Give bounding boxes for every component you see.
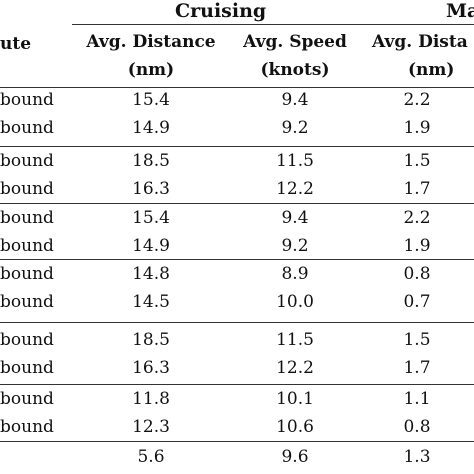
cruise-speed-cell: 9.2 [281,236,309,256]
row-group-separator [0,146,474,147]
group-header-rule [72,24,474,25]
route-cell: bound [0,151,54,171]
route-cell: bound [0,208,54,228]
route-cell: bound [0,292,54,312]
cruise-distance-cell: 5.6 [137,447,165,467]
column-header-cruise-speed: Avg. Speed [243,32,347,52]
header-bottom-rule [0,87,474,88]
cruise-speed-cell: 10.1 [276,389,314,409]
maneuver-distance-cell: 1.9 [403,236,431,256]
cruise-distance-cell: 16.3 [132,358,170,378]
maneuver-distance-cell: 1.7 [403,179,431,199]
maneuver-distance-cell: 1.3 [403,447,431,467]
cruise-speed-cell: 10.6 [276,417,314,437]
route-cell: bound [0,118,54,138]
group-header-cruising: Cruising [175,0,267,22]
cruise-speed-cell: 9.2 [281,118,309,138]
cruise-distance-cell: 14.5 [132,292,170,312]
column-header-cruise-speed-unit: (knots) [260,60,330,80]
cruise-distance-cell: 15.4 [132,208,170,228]
maneuver-distance-cell: 0.8 [403,264,431,284]
cruise-distance-cell: 14.9 [132,118,170,138]
cruise-speed-cell: 11.5 [276,151,314,171]
cruise-distance-cell: 18.5 [132,151,170,171]
maneuver-distance-cell: 1.9 [403,118,431,138]
route-cell: bound [0,179,54,199]
group-header-maneuvering: Ma [446,0,474,22]
row-group-separator [0,259,474,260]
route-cell: bound [0,330,54,350]
cruise-speed-cell: 8.9 [281,264,309,284]
cruise-speed-cell: 10.0 [276,292,314,312]
cruise-speed-cell: 12.2 [276,358,314,378]
row-group-separator [0,384,474,385]
cruise-distance-cell: 12.3 [132,417,170,437]
cruise-distance-cell: 18.5 [132,330,170,350]
column-header-cruise-distance: Avg. Distance [86,32,216,52]
maneuver-distance-cell: 2.2 [403,208,431,228]
maneuver-distance-cell: 1.5 [403,330,431,350]
route-cell: bound [0,389,54,409]
row-group-separator [0,322,474,323]
maneuver-distance-cell: 1.5 [403,151,431,171]
cruise-distance-cell: 14.9 [132,236,170,256]
cruise-speed-cell: 9.6 [281,447,309,467]
cruise-distance-cell: 16.3 [132,179,170,199]
cruise-distance-cell: 11.8 [132,389,170,409]
column-header-maneuver-distance-unit: (nm) [408,60,455,80]
cruise-distance-cell: 14.8 [132,264,170,284]
column-header-route: ute [0,34,32,54]
cruise-speed-cell: 9.4 [281,208,309,228]
cruise-distance-cell: 15.4 [132,90,170,110]
route-cell: bound [0,358,54,378]
route-cell: bound [0,90,54,110]
maneuver-distance-cell: 1.7 [403,358,431,378]
maneuver-distance-cell: 0.8 [403,417,431,437]
row-group-separator [0,441,474,442]
cruise-speed-cell: 12.2 [276,179,314,199]
route-cell: bound [0,264,54,284]
maneuver-distance-cell: 2.2 [403,90,431,110]
column-header-cruise-distance-unit: (nm) [127,60,175,80]
route-cell: bound [0,417,54,437]
column-header-maneuver-distance: Avg. Dista [372,32,468,52]
cruise-speed-cell: 11.5 [276,330,314,350]
maneuver-distance-cell: 1.1 [403,389,431,409]
cruise-speed-cell: 9.4 [281,90,309,110]
row-group-separator [0,203,474,204]
maneuver-distance-cell: 0.7 [403,292,431,312]
route-cell: bound [0,236,54,256]
